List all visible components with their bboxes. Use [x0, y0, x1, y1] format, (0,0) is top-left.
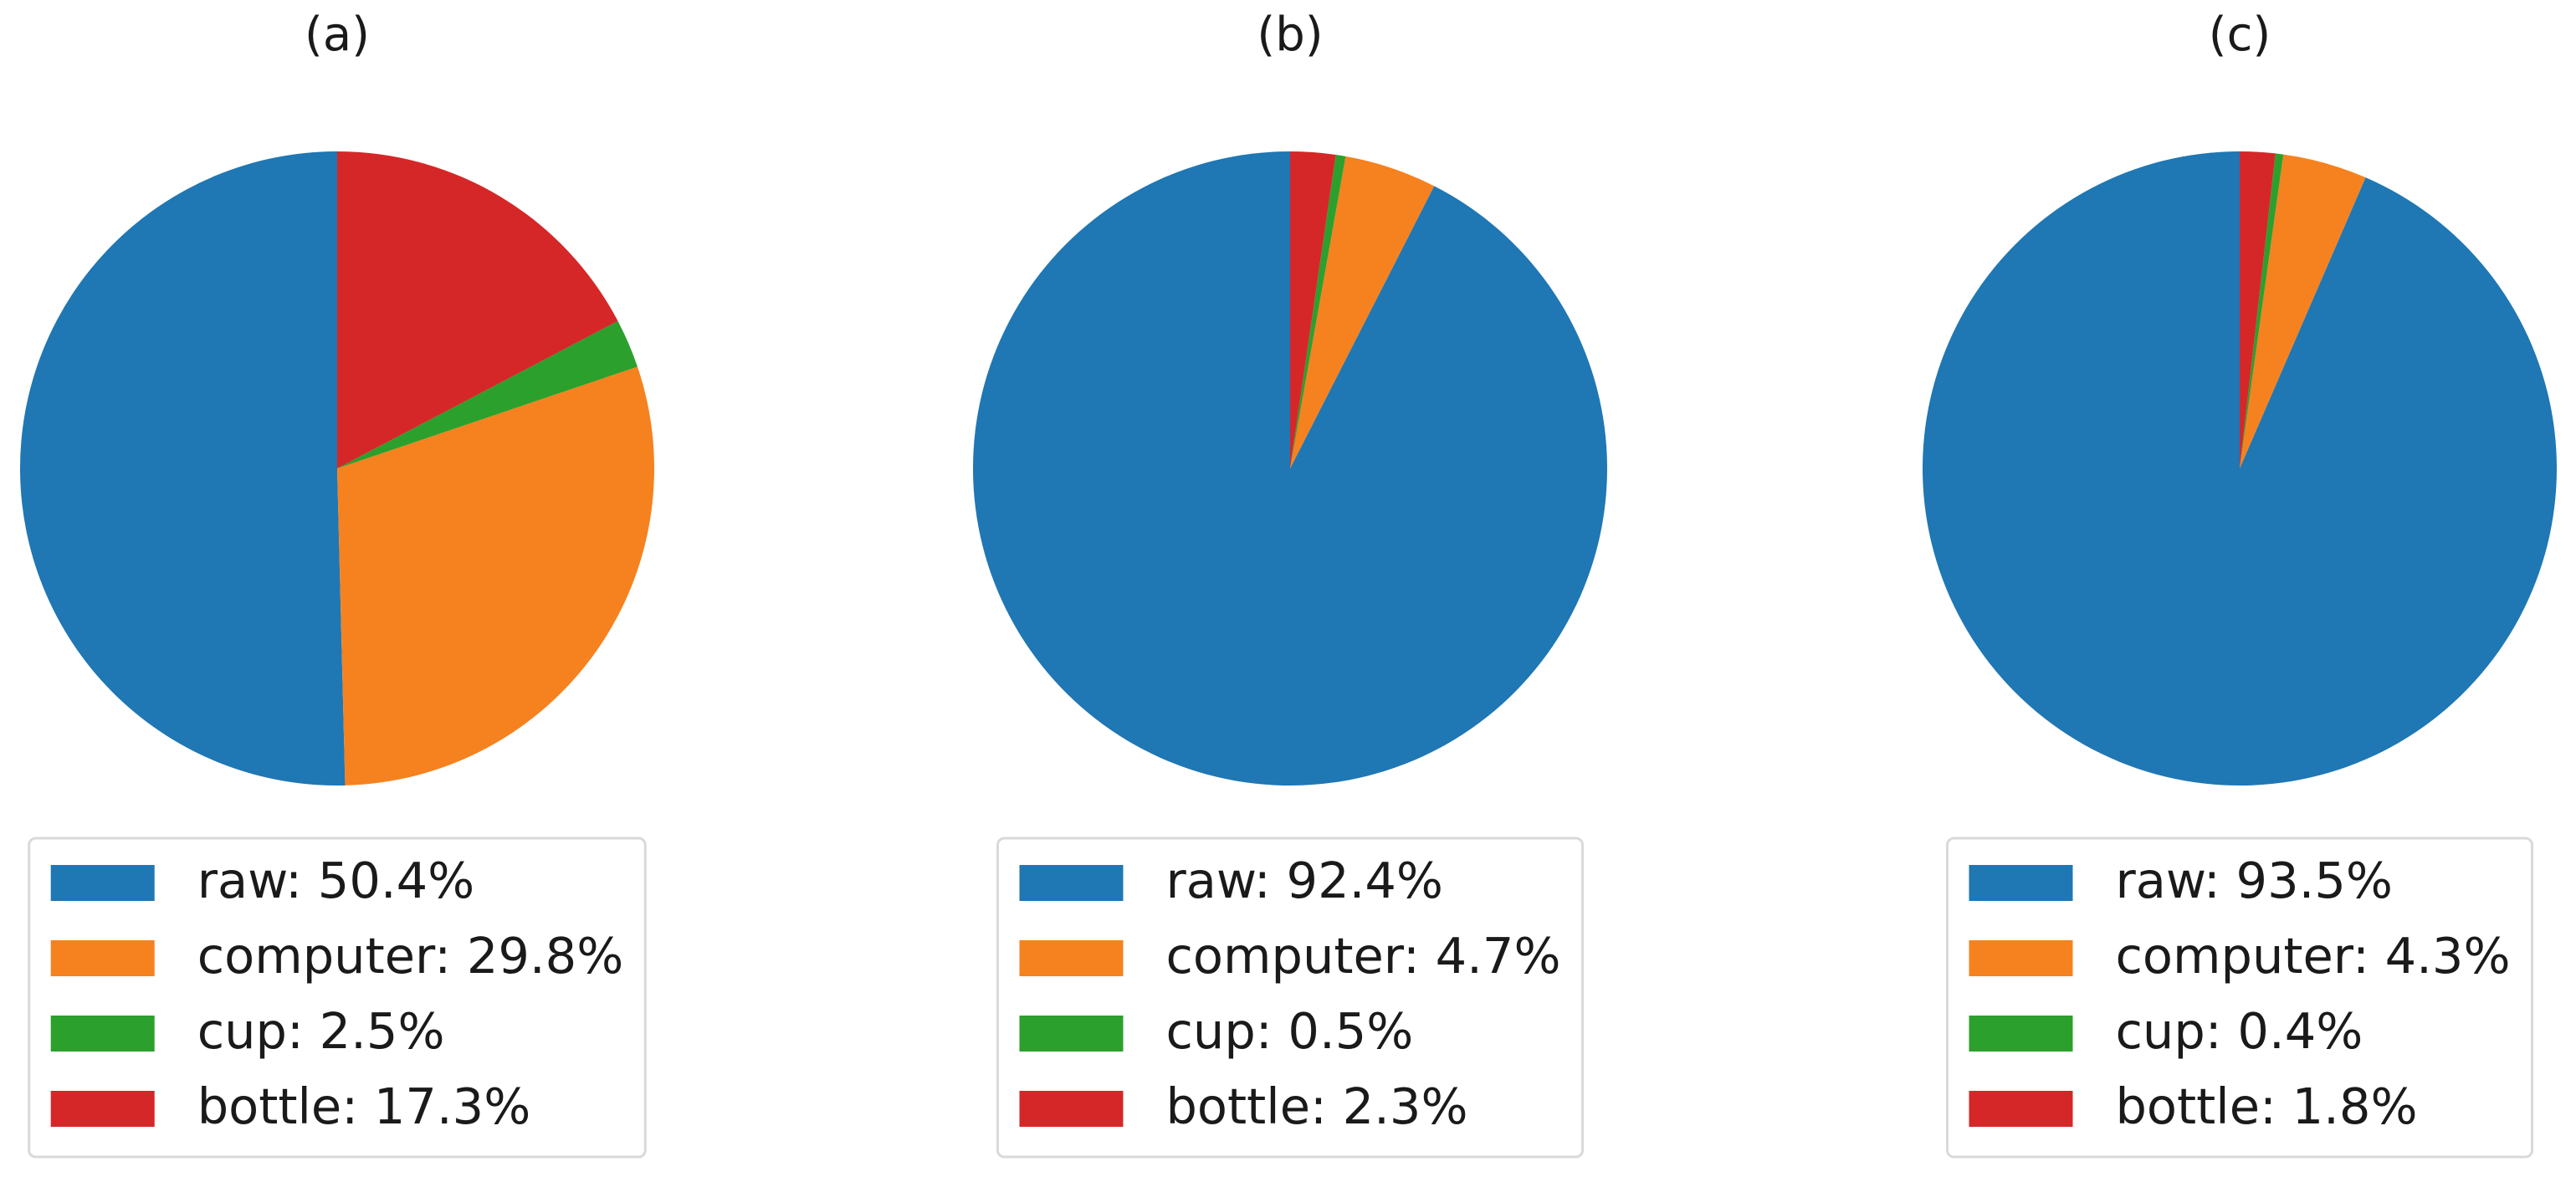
legend: raw: 50.4% computer: 29.8% cup: 2.5% bottle…: [28, 837, 647, 1159]
legend-box: [1945, 837, 2534, 1159]
legend-box: [28, 837, 647, 1159]
legend-label: bottle: 2.3%: [1165, 1077, 1467, 1135]
pie-slice: [2240, 153, 2284, 468]
pie-slice: [337, 366, 654, 786]
legend: raw: 92.4% computer: 4.7% cup: 0.5% bottle:…: [996, 837, 1585, 1159]
legend-swatch: [1019, 940, 1124, 976]
legend-swatch: [50, 1016, 155, 1052]
legend-label: bottle: 17.3%: [197, 1077, 531, 1135]
legend-label: raw: 92.4%: [1165, 852, 1443, 909]
pie-slice: [2240, 151, 2276, 468]
pie-slice: [19, 151, 346, 786]
legend-swatch: [50, 1091, 155, 1127]
pie-chart: (a) raw: 50.4% computer: 29.8% cup: 2.5% bot…: [19, 8, 654, 1159]
pie-slice: [337, 320, 638, 468]
legend-box: [996, 837, 1585, 1159]
legend-swatch: [1969, 1091, 2073, 1127]
pie-slice: [1290, 156, 1435, 468]
legend-swatch: [50, 940, 155, 976]
legend-label: cup: 0.5%: [1165, 1002, 1413, 1060]
legend-label: computer: 4.7%: [1165, 927, 1560, 985]
chart-title: (c): [2209, 8, 2271, 62]
chart-title: (b): [1257, 8, 1323, 62]
legend-label: raw: 93.5%: [2115, 852, 2393, 909]
legend-swatch: [1019, 1091, 1124, 1127]
legend-swatch: [50, 865, 155, 901]
legend-swatch: [1019, 865, 1124, 901]
pie-slice: [337, 151, 618, 468]
legend-swatch: [1969, 865, 2073, 901]
pie-slice: [2240, 154, 2366, 468]
pie-chart: (b) raw: 92.4% computer: 4.7% cup: 0.5% bott…: [973, 8, 1607, 1159]
legend-label: cup: 0.4%: [2115, 1002, 2363, 1060]
legend-swatch: [1969, 1016, 2073, 1052]
legend-label: computer: 29.8%: [197, 927, 624, 985]
legend-label: cup: 2.5%: [197, 1002, 445, 1060]
legend-swatch: [1969, 940, 2073, 976]
pie-chart: (c) raw: 93.5% computer: 4.3% cup: 0.4% bott…: [1923, 8, 2557, 1159]
legend-label: raw: 50.4%: [197, 852, 475, 909]
legend-label: bottle: 1.8%: [2115, 1077, 2417, 1135]
chart-title: (a): [305, 8, 370, 62]
legend-swatch: [1019, 1016, 1124, 1052]
pie-slice: [1290, 151, 1336, 468]
pie-slice: [1290, 154, 1346, 468]
legend: raw: 93.5% computer: 4.3% cup: 0.4% bottle:…: [1945, 837, 2534, 1159]
legend-label: computer: 4.3%: [2115, 927, 2510, 985]
